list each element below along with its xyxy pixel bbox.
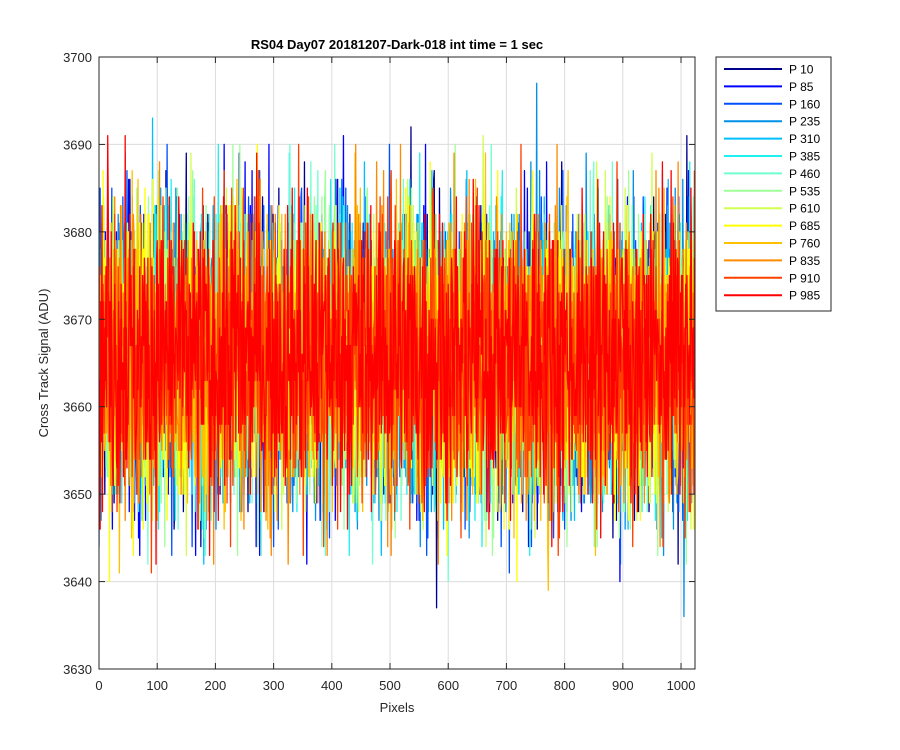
legend-label: P 85 bbox=[789, 80, 814, 94]
legend-label: P 460 bbox=[789, 167, 820, 181]
x-tick-label: 900 bbox=[612, 678, 634, 693]
y-tick-label: 3690 bbox=[63, 137, 92, 152]
axis-ticks: 0 100 200 300 400 500 600 700 800 900 1000 3630 3640… bbox=[63, 50, 695, 693]
y-tick-label: 3630 bbox=[63, 662, 92, 677]
x-tick-label: 100 bbox=[146, 678, 168, 693]
x-tick-label: 800 bbox=[554, 678, 576, 693]
x-tick-label: 700 bbox=[496, 678, 518, 693]
legend-label: P 685 bbox=[789, 219, 820, 233]
legend-box bbox=[715, 56, 832, 312]
legend-label: P 535 bbox=[789, 184, 820, 198]
x-tick-label: 600 bbox=[437, 678, 459, 693]
chart-title: RS04 Day07 20181207-Dark-018 int time = … bbox=[251, 37, 543, 52]
y-tick-label: 3680 bbox=[63, 225, 92, 240]
legend-label: P 610 bbox=[789, 202, 820, 216]
x-tick-label: 400 bbox=[321, 678, 343, 693]
x-tick-label: 1000 bbox=[667, 678, 696, 693]
legend-label: P 160 bbox=[789, 97, 820, 111]
legend: P 10 P 85 P 160 P 235 P 310 P 385 P 460 P 535 P … bbox=[715, 56, 832, 312]
x-tick-label: 300 bbox=[263, 678, 285, 693]
x-axis-label: Pixels bbox=[380, 700, 415, 715]
legend-label: P 910 bbox=[789, 271, 820, 285]
legend-label: P 385 bbox=[789, 150, 820, 164]
x-tick-label: 500 bbox=[379, 678, 401, 693]
series-lines bbox=[99, 82, 695, 618]
x-tick-label: 0 bbox=[95, 678, 102, 693]
legend-label: P 760 bbox=[789, 237, 820, 251]
series-line-p-985 bbox=[99, 135, 695, 565]
legend-label: P 310 bbox=[789, 132, 820, 146]
legend-label: P 235 bbox=[789, 115, 820, 129]
y-tick-label: 3660 bbox=[63, 400, 92, 415]
y-tick-label: 3700 bbox=[63, 50, 92, 65]
plot-frame bbox=[98, 56, 696, 670]
legend-label: P 10 bbox=[789, 63, 814, 77]
y-tick-label: 3670 bbox=[63, 312, 92, 327]
y-tick-label: 3650 bbox=[63, 487, 92, 502]
y-tick-label: 3640 bbox=[63, 575, 92, 590]
legend-label: P 835 bbox=[789, 254, 820, 268]
y-axis-label: Cross Track Signal (ADU) bbox=[36, 289, 51, 438]
legend-label: P 985 bbox=[789, 289, 820, 303]
x-tick-label: 200 bbox=[205, 678, 227, 693]
